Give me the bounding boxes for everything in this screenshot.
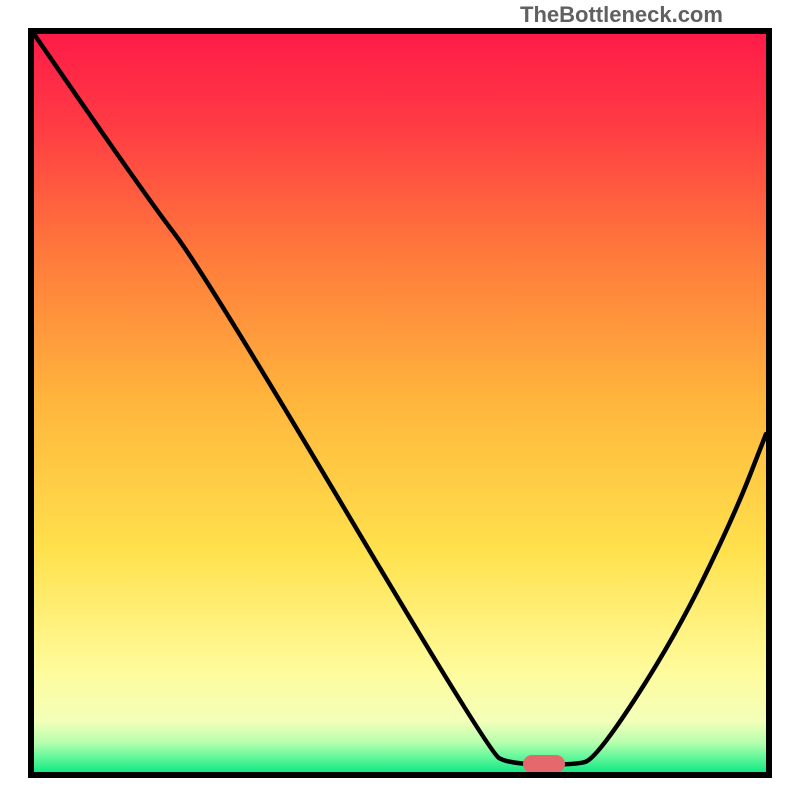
source-watermark: TheBottleneck.com [520,2,723,28]
chart-plot-area [34,34,766,772]
bottleneck-curve [34,34,766,772]
bottleneck-marker [523,755,565,772]
curve-path [34,34,766,765]
